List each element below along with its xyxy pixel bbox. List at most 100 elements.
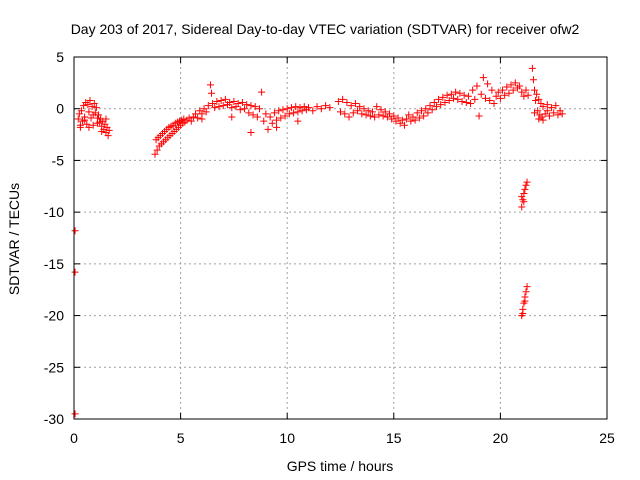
data-point: [458, 97, 466, 105]
x-tick-label: 20: [493, 430, 509, 446]
data-point: [426, 102, 434, 110]
data-point: [238, 99, 246, 107]
data-point: [151, 150, 159, 158]
data-point: [543, 101, 551, 109]
data-point: [462, 99, 470, 107]
data-point: [228, 113, 236, 121]
data-point: [71, 227, 79, 235]
data-point: [435, 95, 443, 103]
data-point: [430, 99, 438, 107]
data-point: [281, 112, 289, 120]
x-tick-label: 25: [599, 430, 615, 446]
data-point: [362, 111, 370, 119]
data-point: [74, 115, 82, 123]
data-point: [358, 110, 366, 118]
data-point: [405, 111, 413, 119]
y-tick-label: -10: [44, 204, 64, 220]
data-point: [105, 126, 113, 134]
x-axis-label: GPS time / hours: [287, 458, 394, 474]
data-point: [270, 109, 278, 117]
x-tick-label: 5: [177, 430, 185, 446]
data-point: [230, 97, 238, 105]
data-point: [415, 114, 423, 122]
data-point: [523, 283, 531, 291]
data-point: [521, 185, 529, 193]
data-point: [343, 99, 351, 107]
data-point: [234, 100, 242, 108]
plot-frame: [73, 56, 608, 420]
data-point: [349, 109, 357, 117]
data-point: [262, 110, 270, 118]
data-point: [294, 108, 302, 116]
data-point: [247, 102, 255, 110]
data-point: [71, 268, 79, 276]
data-point: [198, 115, 206, 123]
data-point: [243, 101, 251, 109]
data-point: [245, 109, 253, 117]
y-tick-label: -30: [44, 411, 64, 427]
data-point: [381, 108, 389, 116]
data-point: [379, 112, 387, 120]
data-point: [347, 102, 355, 110]
data-point: [326, 104, 334, 112]
data-point: [386, 110, 394, 118]
data-point: [473, 82, 481, 90]
data-point: [509, 86, 517, 94]
data-point: [209, 100, 217, 108]
data-point: [86, 96, 94, 104]
data-point: [345, 113, 353, 121]
data-point: [341, 110, 349, 118]
data-point: [443, 91, 451, 99]
data-point: [253, 113, 261, 121]
data-point: [92, 104, 100, 112]
data-point: [492, 92, 500, 100]
data-point: [471, 95, 479, 103]
data-point: [518, 193, 526, 201]
data-point: [76, 121, 84, 129]
data-point: [368, 108, 376, 116]
data-point: [89, 111, 97, 119]
data-point: [439, 93, 447, 101]
data-point: [418, 107, 426, 115]
data-point: [249, 111, 257, 119]
data-point: [339, 95, 347, 103]
data-point: [375, 111, 383, 119]
data-point: [104, 132, 112, 140]
data-point: [539, 116, 547, 124]
data-point: [258, 88, 266, 96]
data-point: [521, 297, 529, 305]
data-point: [255, 105, 263, 113]
data-point: [85, 123, 93, 131]
data-point: [309, 107, 317, 115]
data-point: [366, 112, 374, 120]
data-point: [531, 86, 539, 94]
y-tick-label: -25: [44, 359, 64, 375]
data-point: [535, 95, 543, 103]
data-point: [90, 100, 98, 108]
data-point: [221, 95, 229, 103]
data-point: [241, 105, 249, 113]
y-tick-label: -15: [44, 256, 64, 272]
data-point: [522, 86, 530, 94]
data-point: [456, 89, 464, 97]
data-point: [77, 107, 85, 115]
x-tick-label: 10: [279, 430, 295, 446]
data-point: [390, 112, 398, 120]
data-point: [264, 125, 272, 133]
data-point: [505, 89, 513, 97]
data-point: [317, 105, 325, 113]
data-point: [494, 88, 502, 96]
data-point: [81, 116, 89, 124]
data-point: [247, 129, 255, 137]
data-point: [437, 101, 445, 109]
data-point: [445, 96, 453, 104]
data-points: [71, 64, 566, 418]
data-point: [452, 88, 460, 96]
data-point: [484, 80, 492, 88]
data-point: [226, 99, 234, 107]
data-point: [481, 94, 489, 102]
data-point: [180, 115, 188, 123]
data-point: [554, 111, 562, 119]
data-point: [268, 119, 276, 127]
